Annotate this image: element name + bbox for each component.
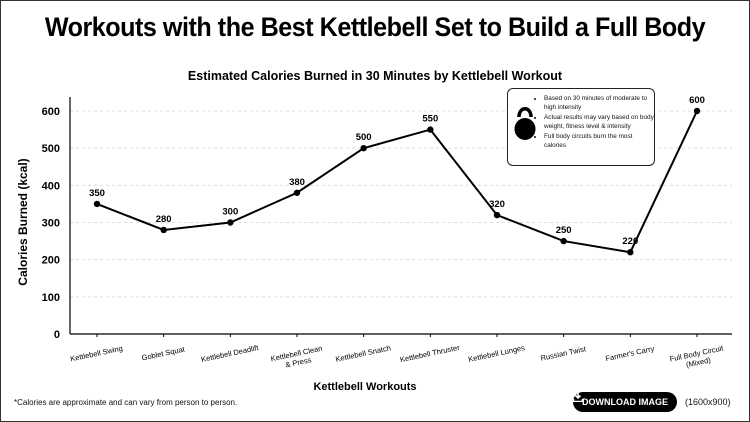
page-title: Workouts with the Best Kettlebell Set to… [44, 12, 706, 42]
series-line [96, 110, 698, 254]
data-point [493, 211, 501, 219]
x-tick-label: Kettlebell Snatch [335, 343, 392, 364]
x-tick-label-line: Goblet Squat [141, 344, 187, 362]
data-label: 380 [289, 177, 305, 188]
data-point [293, 189, 301, 196]
note-item: Full body circuits burn the most calorie… [544, 133, 656, 150]
data-label: 250 [556, 225, 572, 236]
data-point [93, 200, 101, 208]
data-label: 280 [156, 214, 172, 225]
data-point [360, 144, 367, 152]
data-label: 220 [622, 236, 638, 247]
footnote: *Calories are approximate and can vary f… [14, 398, 238, 407]
y-tick-label: 100 [42, 292, 60, 304]
data-label: 550 [422, 114, 438, 125]
y-tick-label: 0 [54, 329, 60, 341]
data-point [160, 226, 167, 234]
x-tick-label: Russian Twist [540, 344, 588, 363]
x-tick-label: Kettlebell Clean& Press [270, 344, 325, 373]
x-tick-label-line: Russian Twist [540, 344, 588, 363]
data-point [627, 249, 634, 256]
y-axis-label: Calories Burned (kcal) [16, 158, 30, 285]
x-axis-label: Kettlebell Workouts [313, 381, 416, 393]
data-label: 600 [689, 95, 705, 106]
data-point [560, 237, 567, 245]
x-tick-label-line: Kettlebell Thruster [399, 343, 461, 365]
download-label: DOWNLOAD IMAGE [582, 397, 668, 407]
x-tick-label-line: Kettlebell Snatch [335, 343, 392, 364]
x-tick-label: Farmer's Carry [605, 344, 656, 363]
x-tick-label-line: Kettlebell Lunges [467, 343, 525, 364]
kettlebell-icon [514, 107, 536, 140]
data-point [227, 219, 234, 226]
y-tick-label: 600 [42, 106, 60, 118]
x-tick-label: Goblet Squat [141, 344, 187, 362]
data-label: 350 [89, 188, 105, 199]
x-tick-label-line: Farmer's Carry [605, 344, 656, 363]
note-item: Actual results may vary based on body we… [544, 114, 656, 131]
note-item: Based on 30 minutes of moderate to high … [544, 95, 656, 112]
x-tick-label-line: Kettlebell Swing [69, 344, 123, 364]
image-size: (1600x900) [685, 397, 731, 407]
data-label: 500 [356, 132, 372, 143]
download-image-button[interactable]: DOWNLOAD IMAGE [573, 392, 677, 412]
data-label: 300 [222, 207, 238, 218]
x-tick-label: Kettlebell Lunges [467, 343, 525, 364]
y-tick-label: 200 [42, 255, 60, 267]
x-tick-label: Kettlebell Deadlift [200, 343, 260, 364]
y-tick-label: 300 [42, 218, 60, 230]
x-tick-label: Kettlebell Swing [69, 344, 123, 364]
data-point [693, 107, 701, 115]
x-tick-label-line: Kettlebell Deadlift [200, 343, 260, 364]
download-icon [573, 392, 583, 402]
y-tick-label: 500 [42, 143, 60, 155]
data-label: 320 [489, 199, 505, 210]
y-tick-label: 400 [42, 180, 60, 192]
chart-title: Estimated Calories Burned in 30 Minutes … [188, 69, 563, 83]
data-point [427, 126, 434, 133]
x-tick-label: Full Body Circuit(Mixed) [669, 343, 727, 372]
x-tick-label: Kettlebell Thruster [399, 343, 461, 365]
info-note: Based on 30 minutes of moderate to high … [507, 88, 655, 166]
